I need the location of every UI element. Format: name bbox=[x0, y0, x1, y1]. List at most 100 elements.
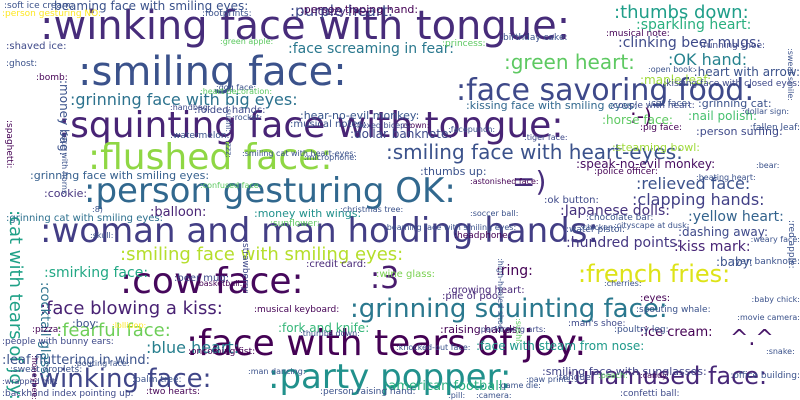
cloud-word: :couple with heart: bbox=[610, 101, 695, 111]
cloud-word: :smiling face with sunglasses: bbox=[542, 365, 707, 378]
cloud-word: :baby chick: bbox=[751, 295, 800, 304]
cloud-word: :-) bbox=[630, 104, 652, 128]
cloud-word: :fallen leaf: bbox=[749, 123, 800, 133]
cloud-word: :grinning cat: bbox=[698, 97, 772, 110]
cloud-word: :facepunch: bbox=[448, 125, 496, 134]
cloud-word: :princess: bbox=[442, 39, 486, 49]
cloud-word: :beating heart: bbox=[696, 173, 756, 182]
cloud-word: :footprints: bbox=[202, 9, 252, 19]
cloud-word: :game die: bbox=[498, 381, 541, 390]
cloud-word: :rocket: bbox=[232, 113, 263, 122]
cloud-word: :maple leaf: bbox=[640, 73, 712, 87]
cloud-word: :sunflower: bbox=[270, 219, 320, 229]
cloud-word: :green heart: bbox=[504, 50, 635, 74]
cloud-word: :spouting whale: bbox=[636, 305, 711, 315]
cloud-word: :green apple: bbox=[220, 37, 274, 46]
cloud-word: :face with horns: bbox=[60, 130, 69, 197]
cloud-word: :pouting face: bbox=[74, 359, 130, 368]
cloud-word: :purple heart: bbox=[290, 2, 393, 20]
cloud-word: :grinning squinting face: bbox=[350, 294, 668, 324]
cloud-word: :pizza: bbox=[32, 325, 62, 335]
cloud-word: :blue heart: bbox=[146, 338, 240, 357]
cloud-word: :cow face: bbox=[120, 261, 304, 302]
cloud-word: :person gesturing OK: bbox=[84, 171, 456, 211]
cloud-word: :french fries: bbox=[578, 260, 731, 288]
cloud-word: :ghost: bbox=[6, 59, 38, 69]
cloud-word: :fork and knife: bbox=[278, 321, 370, 335]
cloud-word: :crown: bbox=[400, 121, 430, 130]
cloud-word: :kissing face with closed eyes: bbox=[663, 79, 800, 89]
cloud-word: :musical note: bbox=[606, 29, 670, 39]
cloud-word: :heart decoration: bbox=[200, 87, 273, 96]
cloud-word: :bear: bbox=[756, 161, 780, 170]
cloud-word: :leaf fluttering in wind: bbox=[2, 353, 150, 368]
cloud-word: :cat face: bbox=[648, 99, 691, 109]
cloud-word: :heart with arrow: bbox=[693, 65, 800, 79]
cloud-word: :unamused face: bbox=[566, 362, 768, 390]
cloud-word: :money with wings: bbox=[254, 207, 362, 220]
cloud-word: :beaming face with smiling eyes: bbox=[50, 0, 249, 13]
cloud-word: :balloon: bbox=[150, 205, 207, 220]
cloud-word: :astonished face: bbox=[470, 177, 539, 186]
cloud-word: :yellow heart: bbox=[688, 209, 784, 225]
cloud-word: :face savoring food: bbox=[456, 73, 755, 108]
cloud-word: :soft ice cream: bbox=[4, 1, 74, 11]
cloud-word: :sushi: bbox=[224, 106, 233, 133]
cloud-word: :kiss mark: bbox=[674, 239, 751, 255]
cloud-word: :palm tree: bbox=[132, 375, 182, 385]
cloud-word: :beaming face with smiling eyes: bbox=[384, 223, 517, 232]
cloud-word: :yen banknote: bbox=[732, 257, 800, 267]
cloud-word: :confetti ball: bbox=[620, 389, 680, 399]
cloud-word: :sparkling heart: bbox=[636, 17, 752, 33]
cloud-word: :backhand index pointing up: bbox=[2, 389, 134, 399]
cloud-word: :snake: bbox=[766, 347, 795, 356]
cloud-word: :musical keyboard: bbox=[254, 305, 340, 315]
cloud-word: :water pistol: bbox=[566, 225, 626, 235]
cloud-word: :camera: bbox=[476, 391, 512, 400]
cloud-word: :pig face: bbox=[640, 123, 683, 133]
cloud-word: :red apple: bbox=[786, 220, 796, 269]
cloud-word: :flexed biceps: bbox=[354, 121, 413, 130]
cloud-word: :boy: bbox=[72, 317, 99, 330]
cloud-word: :chocolate bar: bbox=[586, 213, 654, 223]
cloud-word: :movie camera: bbox=[737, 313, 800, 322]
cloud-word: :office building: bbox=[730, 371, 800, 381]
cloud-word: :skull: bbox=[90, 231, 114, 240]
cloud-word: :cherries: bbox=[604, 279, 642, 288]
cloud-word: :hear-no-evil monkey: bbox=[300, 109, 420, 122]
cloud-word: :watermelon: bbox=[170, 131, 230, 141]
cloud-word: :man's shoe: bbox=[568, 319, 626, 329]
cloud-word: :party popper: bbox=[268, 357, 512, 397]
cloud-word: :flushed face: bbox=[88, 137, 333, 178]
cloud-word: :dollar banknote: bbox=[350, 127, 453, 141]
cloud-word: :grinning face with big eyes: bbox=[70, 90, 298, 109]
cloud-word: :face with tears of joy: bbox=[186, 323, 587, 364]
cloud-word: :basketball: bbox=[196, 279, 243, 288]
cloud-word: :handbag: bbox=[170, 103, 211, 112]
cloud-word: :american football: bbox=[384, 379, 507, 394]
cloud-word: :thumbs down: bbox=[300, 329, 360, 338]
cloud-word: :cookie: bbox=[44, 187, 88, 200]
cloud-word: :confused face: bbox=[200, 181, 262, 190]
cloud-word: :two hearts: bbox=[146, 387, 200, 397]
cloud-word: :pile of poo: bbox=[442, 291, 502, 302]
cloud-word: :dashing away: bbox=[678, 225, 769, 239]
cloud-word: :microphone: bbox=[304, 153, 357, 162]
cloud-word: :ring: bbox=[496, 263, 533, 279]
cloud-word: :clapping hands: bbox=[632, 190, 765, 209]
cloud-word: :musical notes: bbox=[290, 119, 367, 130]
cloud-word: :sushi: bbox=[514, 318, 523, 345]
cloud-word: :dollar sign: bbox=[742, 107, 790, 116]
cloud-word: :birthday cake: bbox=[500, 33, 568, 43]
cloud-word: :dizzy: bbox=[314, 5, 349, 18]
cloud-word: :credit card: bbox=[306, 259, 367, 270]
cloud-word: :smiling face with smiling eyes: bbox=[120, 244, 404, 265]
cloud-word: :steaming bowl: bbox=[612, 141, 700, 154]
cloud-word: :candy: bbox=[640, 371, 669, 380]
cloud-word: :paw prints: bbox=[526, 375, 574, 384]
cloud-word: :thumbs down: bbox=[614, 2, 749, 23]
cloud-word: :bomb: bbox=[36, 73, 68, 83]
cloud-word: :squinting face with tongue: bbox=[58, 105, 564, 146]
cloud-word: :honeybee: bbox=[30, 354, 39, 400]
